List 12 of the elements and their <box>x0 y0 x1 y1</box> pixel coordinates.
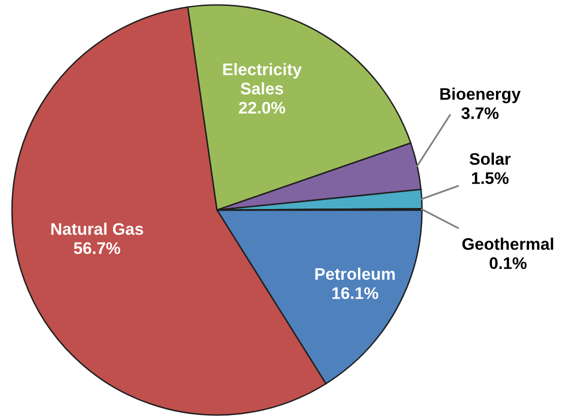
slice-label: Petroleum <box>315 268 395 280</box>
slice-label: Natural Gas <box>51 222 144 235</box>
slice-label: Electricity Sales <box>223 63 302 94</box>
data-label: 0.1% <box>490 257 527 270</box>
data-label: 1.5% <box>472 172 509 184</box>
data-label: 22.0% <box>238 102 286 114</box>
slice-label: Geothermal <box>462 238 554 250</box>
slice-label: Bioenergy <box>440 88 521 104</box>
data-label: 3.7% <box>461 107 499 120</box>
data-label: 56.7% <box>74 242 120 254</box>
data-label: 16.1% <box>332 287 378 300</box>
slice-label: Solar <box>470 152 511 165</box>
